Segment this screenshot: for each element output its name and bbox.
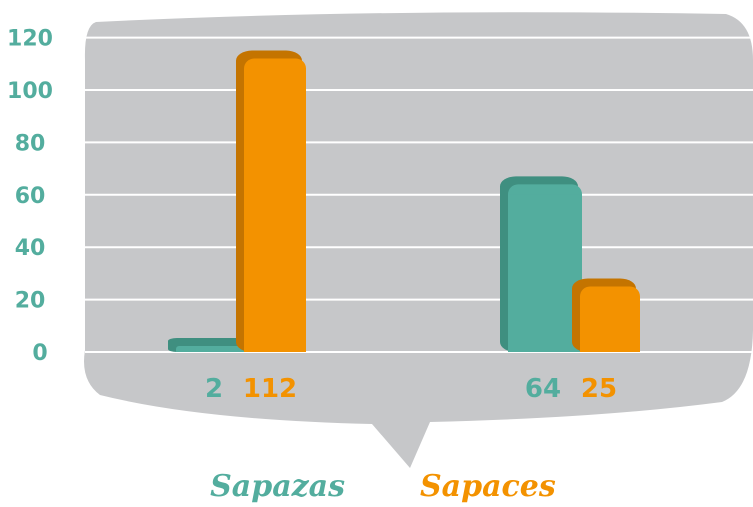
value-label-sapazas-0: 2 bbox=[205, 374, 223, 404]
bar-sapaces-1 bbox=[572, 278, 640, 352]
y-tick-label: 40 bbox=[15, 236, 46, 261]
y-axis-ticks: 0 20 40 60 80 100 120 bbox=[7, 27, 53, 366]
speech-bubble-background bbox=[84, 12, 753, 468]
y-tick-label: 100 bbox=[7, 79, 53, 104]
bars bbox=[168, 50, 640, 353]
y-tick-label: 20 bbox=[15, 289, 46, 314]
value-label-sapazas-1: 64 bbox=[525, 374, 561, 404]
y-tick-label: 120 bbox=[7, 27, 53, 52]
legend-sapaces: Sapaces bbox=[420, 469, 556, 504]
bar-face-base bbox=[176, 349, 252, 352]
y-tick-label: 80 bbox=[15, 131, 46, 156]
value-labels: 2 112 64 25 bbox=[205, 374, 617, 404]
y-tick-label: 60 bbox=[15, 184, 46, 209]
y-tick-label: 0 bbox=[32, 341, 47, 366]
value-label-sapaces-1: 25 bbox=[581, 374, 617, 404]
bar-sapazas-1 bbox=[500, 176, 582, 352]
bar-face-base bbox=[580, 296, 640, 352]
bar-sapazas-0 bbox=[168, 338, 252, 352]
bar-sapaces-0 bbox=[236, 50, 306, 353]
bar-face-base bbox=[244, 68, 306, 352]
legend-sapazas: Sapazas bbox=[210, 469, 345, 504]
bar-face-base bbox=[508, 194, 582, 352]
gridlines bbox=[72, 36, 753, 353]
value-label-sapaces-0: 112 bbox=[243, 374, 297, 404]
